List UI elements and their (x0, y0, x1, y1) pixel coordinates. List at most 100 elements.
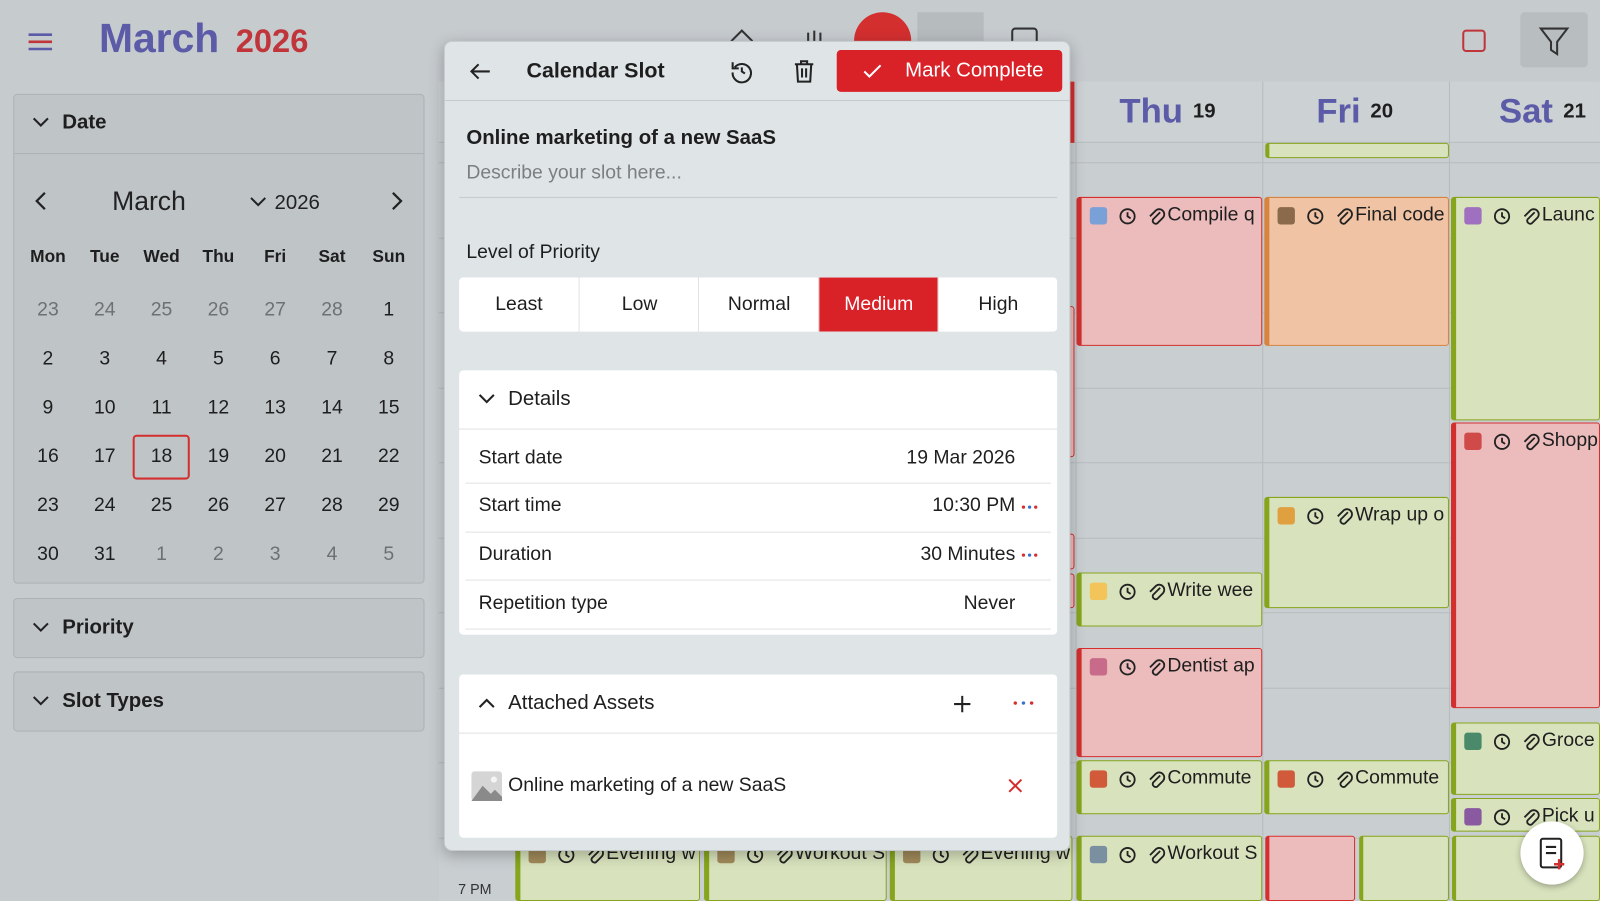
day[interactable]: 18 (150, 445, 173, 468)
day[interactable]: 17 (93, 445, 116, 468)
asset-name[interactable]: Online marketing of a new SaaS (508, 774, 787, 796)
day[interactable]: 4 (156, 347, 167, 370)
day[interactable]: 26 (207, 298, 230, 321)
day[interactable]: 2 (212, 543, 224, 565)
event-title: Dentist ap (1167, 654, 1255, 677)
day[interactable]: 5 (383, 543, 395, 565)
day[interactable]: 4 (326, 543, 338, 565)
option-label[interactable]: Medium (844, 293, 914, 315)
day[interactable]: 14 (321, 396, 343, 419)
day[interactable]: 24 (93, 298, 116, 321)
option-label[interactable]: Normal (727, 293, 791, 315)
day[interactable]: 28 (321, 494, 343, 517)
event[interactable]: Launc (1451, 196, 1600, 421)
day[interactable]: 1 (383, 298, 395, 321)
day[interactable]: 23 (37, 494, 59, 517)
day[interactable]: 27 (264, 298, 286, 321)
month-select: March (112, 185, 186, 217)
event[interactable]: Workout S (1076, 835, 1263, 901)
option-label[interactable]: Low (621, 293, 658, 315)
day[interactable]: 25 (150, 494, 173, 517)
event-icon (1277, 770, 1295, 788)
day[interactable]: 28 (321, 298, 343, 321)
event[interactable]: Write wee (1076, 572, 1263, 627)
event[interactable]: Commute (1076, 760, 1263, 815)
day[interactable]: 29 (378, 494, 400, 517)
day[interactable]: 21 (321, 445, 343, 468)
day[interactable]: 8 (383, 347, 395, 370)
clock-icon (1119, 583, 1136, 600)
day[interactable]: 16 (37, 445, 59, 468)
button-label[interactable]: Mark Complete (905, 59, 1044, 82)
card-title: Attached Assets (508, 691, 655, 715)
option-label[interactable]: High (978, 293, 1019, 315)
divider (465, 579, 1052, 582)
event-fragment (1359, 835, 1449, 901)
day[interactable]: 19 (207, 445, 230, 468)
clip-icon (1149, 208, 1166, 225)
event-title: Launc (1541, 203, 1595, 226)
priority-option[interactable]: High (937, 277, 1058, 332)
next-month (392, 192, 403, 210)
day-number: 20 (1370, 99, 1394, 123)
day[interactable]: 13 (264, 396, 286, 419)
day[interactable]: 11 (151, 396, 172, 419)
priority-option[interactable]: Low (578, 277, 699, 332)
day[interactable]: 3 (99, 347, 111, 370)
weekday: Thu (202, 247, 235, 267)
priority-option[interactable]: Normal (698, 277, 818, 332)
panel-title: Calendar Slot (526, 59, 665, 83)
clip-icon (1337, 208, 1353, 225)
clip-icon (1149, 847, 1166, 864)
day[interactable]: 30 (37, 543, 59, 565)
event[interactable]: Final code (1264, 196, 1449, 346)
event[interactable]: Pick u (1451, 797, 1600, 832)
day[interactable]: 27 (264, 494, 286, 517)
col-line (1448, 81, 1450, 901)
clip-icon (1149, 583, 1166, 601)
assets-card: Attached Assets Online marketing of a new… (459, 674, 1058, 838)
day[interactable]: 2 (42, 347, 54, 370)
option-label[interactable]: Least (495, 293, 543, 315)
event[interactable]: Dentist ap (1076, 647, 1263, 758)
day[interactable]: 7 (326, 347, 338, 370)
day[interactable]: 6 (269, 347, 281, 370)
event[interactable]: Groce (1451, 722, 1600, 795)
day[interactable]: 31 (93, 543, 116, 565)
day[interactable]: 23 (37, 298, 59, 321)
day-name: Sat (1498, 92, 1553, 131)
day[interactable]: 25 (150, 298, 173, 321)
event-title: Commute (1167, 767, 1252, 789)
event[interactable]: Shopp (1451, 422, 1600, 709)
day[interactable]: 1 (156, 543, 167, 565)
day[interactable]: 26 (207, 494, 230, 517)
mark-complete-button[interactable]: Mark Complete (836, 49, 1063, 92)
divider (14, 153, 424, 155)
chevron (250, 197, 267, 207)
chevron (32, 117, 49, 127)
day[interactable]: 15 (378, 396, 400, 419)
day[interactable]: 20 (264, 445, 286, 468)
event[interactable]: Compile q (1076, 196, 1263, 346)
day[interactable]: 12 (207, 396, 230, 419)
day[interactable]: 3 (269, 543, 281, 565)
divider (459, 428, 1058, 430)
priority-option[interactable]: Least (459, 277, 579, 332)
prev-month (35, 192, 46, 210)
detail-label: Start time (478, 495, 562, 517)
day[interactable]: 22 (378, 445, 400, 468)
day[interactable]: 5 (212, 347, 224, 370)
event[interactable]: Commute (1264, 760, 1449, 815)
section-card (13, 671, 425, 732)
today-bar (1068, 81, 1075, 143)
priority-option[interactable]: Medium (817, 277, 938, 332)
event[interactable]: Wrap up o (1264, 496, 1449, 609)
day[interactable]: 24 (93, 494, 116, 517)
weekday: Mon (30, 247, 66, 267)
reset-icon (731, 62, 752, 84)
day[interactable]: 10 (93, 396, 116, 419)
description-input[interactable]: Describe your slot here... (466, 161, 682, 184)
clock-icon (1493, 208, 1511, 225)
day[interactable]: 9 (42, 396, 54, 419)
col-line (1262, 81, 1264, 143)
